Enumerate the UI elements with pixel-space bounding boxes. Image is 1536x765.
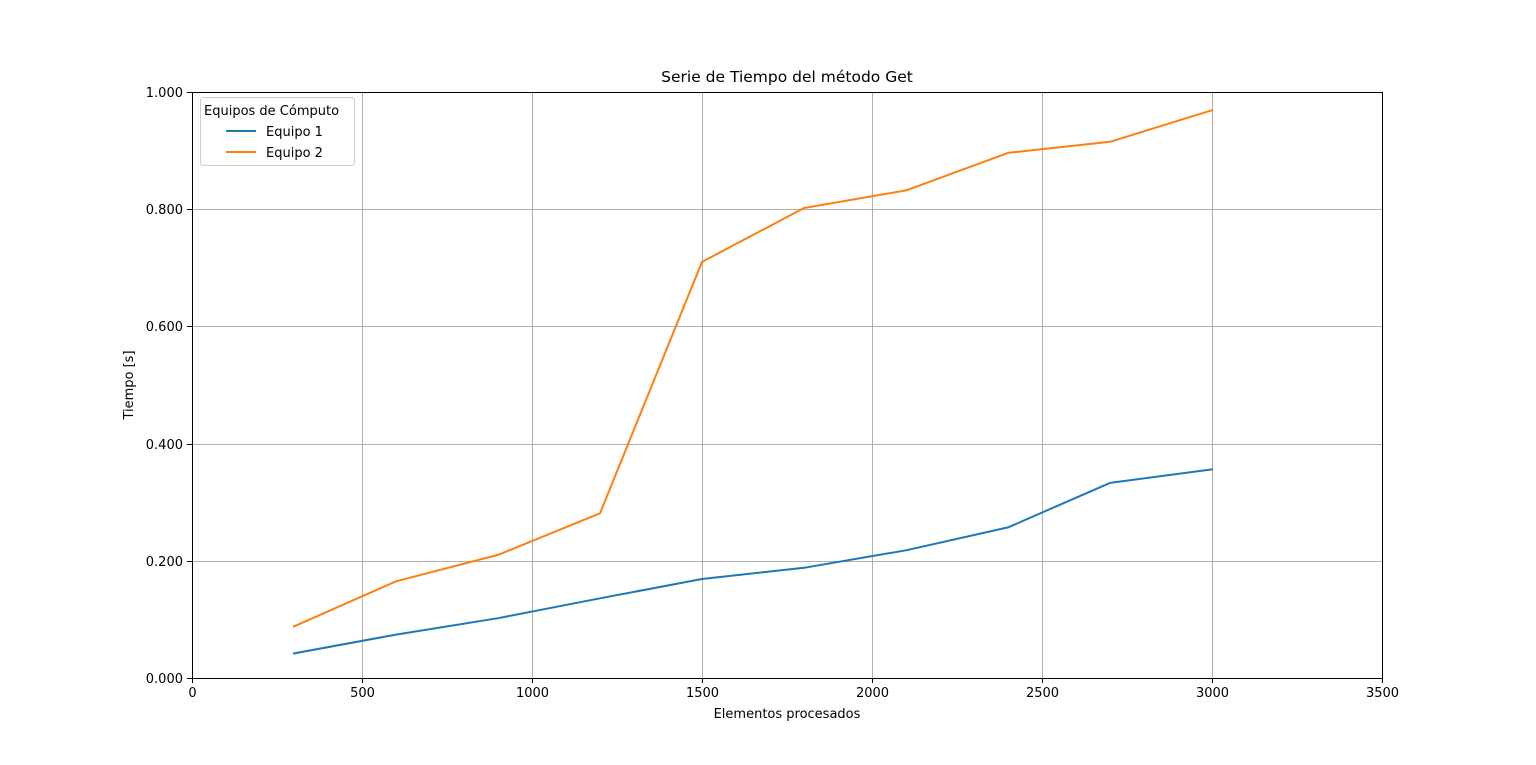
y-tick-label: 0.600	[146, 320, 183, 335]
legend-label-1: Equipo 1	[266, 125, 323, 140]
y-tick-label: 0.800	[146, 203, 183, 218]
y-tick-label: 0.200	[146, 555, 183, 570]
x-tick-label: 2500	[1026, 686, 1059, 701]
plot-area-frame	[192, 92, 1383, 679]
x-tick-label: 3500	[1366, 686, 1399, 701]
x-tick-label: 0	[188, 686, 196, 701]
legend: Equipos de Cómputo Equipo 1 Equipo 2	[200, 97, 355, 166]
legend-box	[200, 97, 355, 166]
chart-title: Serie de Tiempo del método Get	[661, 68, 913, 86]
x-tick-label: 500	[350, 686, 375, 701]
y-axis-label: Tiempo [s]	[122, 350, 137, 420]
x-tick-label: 3000	[1196, 686, 1229, 701]
x-tick-label: 1500	[686, 686, 719, 701]
legend-title: Equipos de Cómputo	[204, 104, 339, 119]
x-tick-label: 1000	[516, 686, 549, 701]
series-line-2	[292, 108, 1214, 628]
axis-ticks: 0 500 1000 1500 2000 2500 3000 3500 0.000 0.200 0.…	[146, 86, 1399, 701]
y-tick-label: 1.000	[146, 86, 183, 101]
y-tick-label: 0.400	[146, 438, 183, 453]
legend-label-2: Equipo 2	[266, 146, 323, 161]
y-tick-label: 0.000	[146, 672, 183, 687]
x-axis-label: Elementos procesados	[714, 707, 861, 722]
series-line-1	[292, 468, 1214, 655]
series-lines	[292, 108, 1214, 655]
x-tick-label: 2000	[856, 686, 889, 701]
